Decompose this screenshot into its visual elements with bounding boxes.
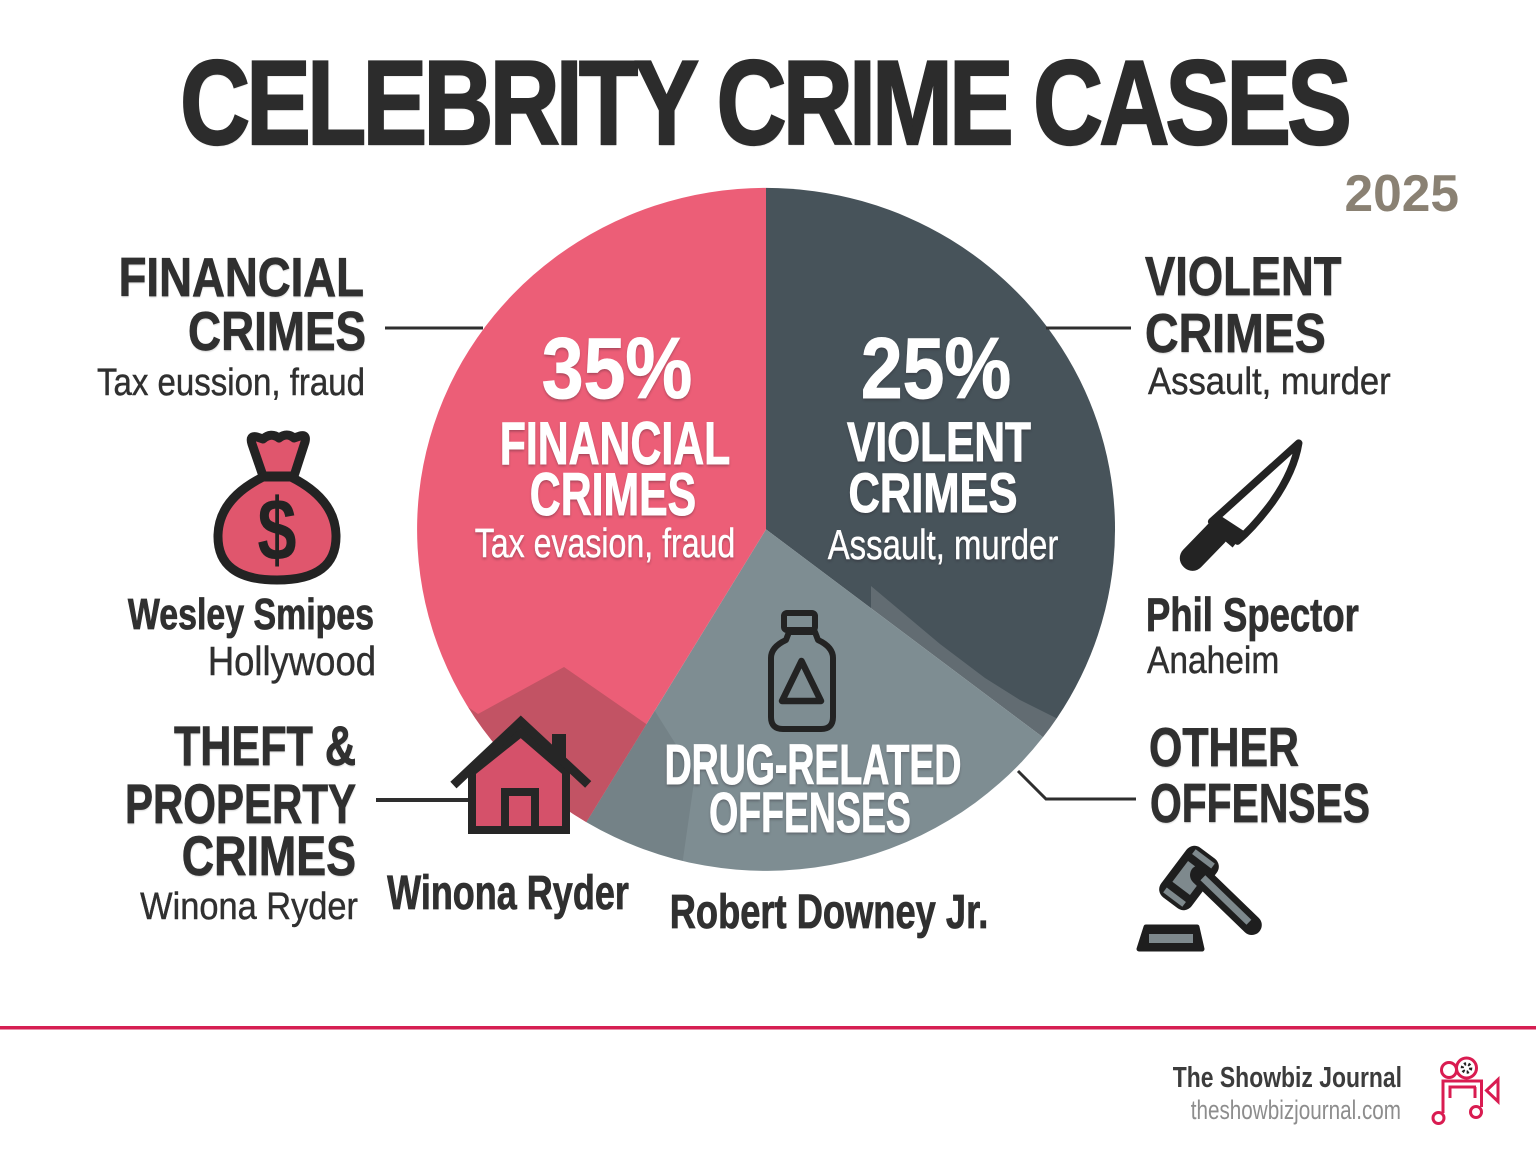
svg-text:$: $ (257, 480, 296, 578)
